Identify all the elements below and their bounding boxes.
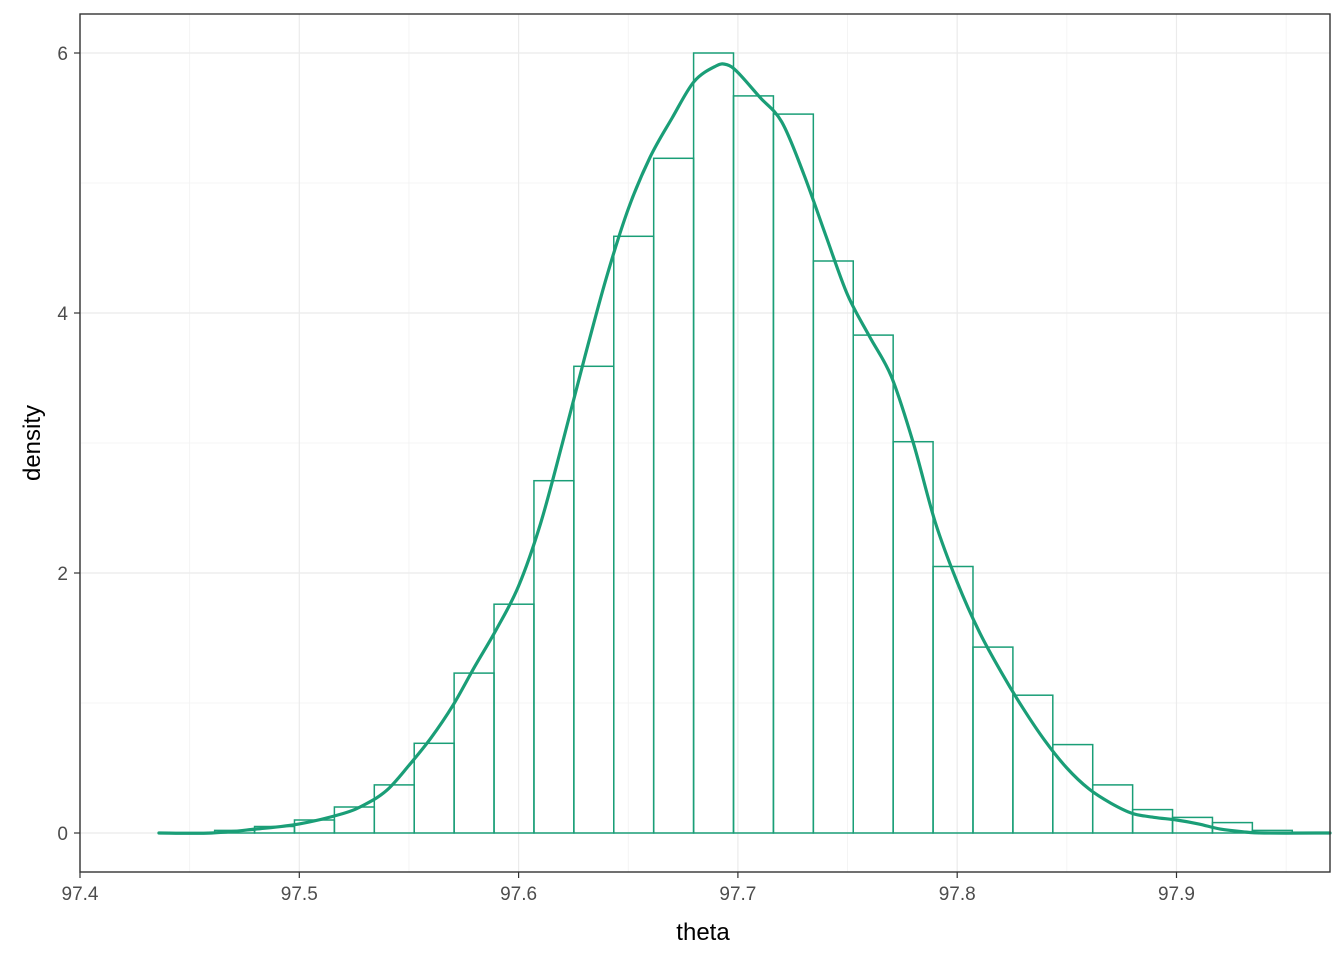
x-tick-label: 97.4 — [62, 884, 99, 905]
x-tick-label: 97.7 — [719, 884, 756, 905]
x-axis-ticks: 97.4 97.5 97.6 97.7 97.8 97.9 — [62, 872, 1195, 905]
grid-minor — [80, 14, 1330, 872]
y-axis-ticks: 0 2 4 6 — [57, 44, 80, 845]
y-tick-label: 6 — [57, 44, 68, 65]
x-axis-title: theta — [676, 919, 730, 946]
panel-border — [79, 13, 1331, 873]
density-curve — [157, 62, 1332, 835]
y-tick-label: 2 — [57, 564, 68, 585]
y-tick-label: 4 — [57, 304, 68, 325]
x-tick-label: 97.5 — [281, 884, 318, 905]
x-tick-label: 97.6 — [500, 884, 537, 905]
x-tick-label: 97.9 — [1158, 884, 1195, 905]
y-tick-label: 0 — [57, 824, 68, 845]
x-tick-label: 97.8 — [939, 884, 976, 905]
y-axis-title: density — [19, 405, 46, 481]
